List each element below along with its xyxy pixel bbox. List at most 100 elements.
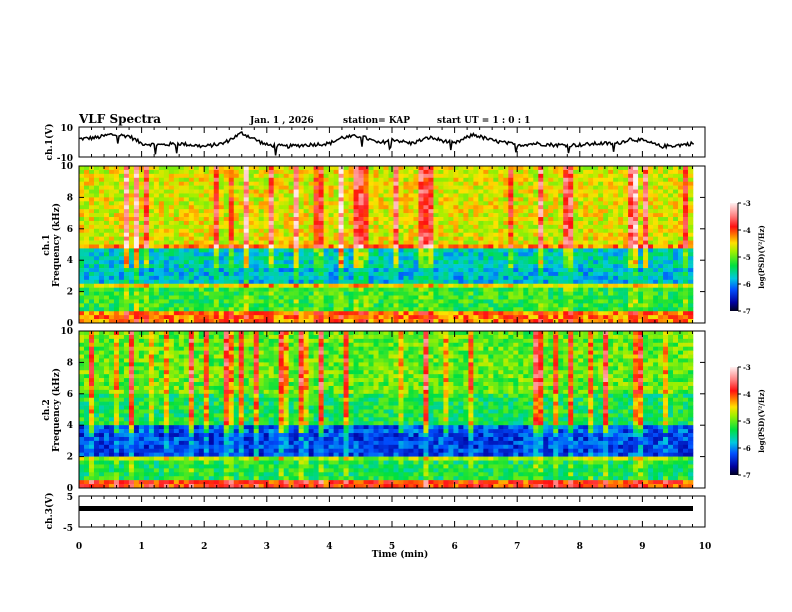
ch1-spectrogram-cell xyxy=(608,256,614,261)
ch1-spectrogram-cell xyxy=(148,209,155,214)
ch1-spectrogram-cell xyxy=(438,260,444,265)
ch1-spectrogram-cell xyxy=(533,252,539,257)
ch1-spectrogram-cell xyxy=(393,166,399,171)
ch1-spectrogram-cell xyxy=(268,166,274,171)
ch1-spectrogram-cell xyxy=(408,299,414,304)
ch1-spectrogram-cell xyxy=(683,205,689,210)
ch1-spectrogram-cell xyxy=(388,256,394,261)
ch1-spectrogram-cell xyxy=(533,193,539,198)
ch1-spectrogram-cell xyxy=(83,185,90,190)
ch1-spectrogram-cell xyxy=(148,315,155,320)
ch1-spectrogram-cell xyxy=(268,271,274,277)
ch1-spectrogram-cell xyxy=(448,224,454,230)
ch1-spectrogram-cell xyxy=(188,256,195,261)
ch1-spectrogram-cell xyxy=(383,268,389,273)
ch1-spectrogram-cell xyxy=(83,275,90,281)
ch1-spectrogram-cell xyxy=(208,177,215,182)
ch1-spectrogram-cell xyxy=(358,197,364,202)
ch1-spectrogram-cell xyxy=(558,256,564,261)
ch1-spectrogram-cell xyxy=(558,271,564,277)
ch1-spectrogram-cell xyxy=(168,244,175,249)
ch1-spectrogram-cell xyxy=(79,275,85,281)
ch1-spectrogram-cell xyxy=(423,307,429,312)
ch1-spectrogram-cell xyxy=(688,232,694,237)
ch1-spectrogram-cell xyxy=(178,319,185,324)
ch1-spectrogram-cell xyxy=(228,166,235,171)
ch1-spectrogram-cell xyxy=(233,220,240,226)
ch1-spectrogram-cell xyxy=(113,177,120,182)
ch1-spectrogram-cell xyxy=(588,260,594,265)
ch1-spectrogram-cell xyxy=(223,193,230,198)
ch1-spectrogram-cell xyxy=(488,303,494,308)
ch1-spectrogram-cell xyxy=(83,181,90,186)
ch1-spectrogram-cell xyxy=(653,275,659,281)
ch1-spectrogram-cell xyxy=(218,236,225,241)
ch1-spectrogram-cell xyxy=(473,166,479,171)
ch1-spectrogram-cell xyxy=(353,264,359,269)
ch1-spectrogram-cell xyxy=(298,173,304,179)
ch1-spectrogram-cell xyxy=(528,268,534,273)
ch1-spectrogram-cell xyxy=(568,197,574,202)
ch1-spectrogram-cell xyxy=(233,319,240,324)
ch1-spectrogram-cell xyxy=(323,173,329,179)
ch1-spectrogram-cell xyxy=(593,181,599,186)
ch1-spectrogram-cell xyxy=(533,236,539,241)
ch1-spectrogram-cell xyxy=(433,287,439,292)
ch1-spectrogram-cell xyxy=(473,248,479,253)
ch1-spectrogram-cell xyxy=(273,240,279,245)
ch1-spectrogram-cell xyxy=(343,181,349,186)
ch1-spectrogram-cell xyxy=(503,256,509,261)
ch1-spectrogram-cell xyxy=(448,205,454,210)
ch1-spectrogram-cell xyxy=(238,307,245,312)
ch1-spectrogram-cell xyxy=(688,173,694,179)
ch1-spectrogram-cell xyxy=(113,299,120,304)
ch1-spectrogram-cell xyxy=(673,311,679,316)
ch1-spectrogram-cell xyxy=(223,268,230,273)
ch1-spectrogram-cell xyxy=(213,197,220,202)
ch1-spectrogram-cell xyxy=(143,260,150,265)
ch1-spectrogram-cell xyxy=(593,220,599,226)
ch1-spectrogram-cell xyxy=(583,166,589,171)
ch1-spectrogram-cell xyxy=(483,228,489,234)
ch1-spectrogram-cell xyxy=(273,315,279,320)
ch1-spectrogram-cell xyxy=(653,166,659,171)
ch1-spectrogram-cell xyxy=(223,287,230,292)
ch1-spectrogram-cell xyxy=(228,169,235,175)
ch1-spectrogram-cell xyxy=(258,264,264,269)
ch1-spectrogram-cell xyxy=(508,177,514,182)
ch1-spectrogram-cell xyxy=(533,315,539,320)
ch1-spectrogram-cell xyxy=(328,197,334,202)
ch1-spectrogram-cell xyxy=(98,169,105,175)
ch1-spectrogram-cell xyxy=(368,205,374,210)
ch1-spectrogram-cell xyxy=(173,311,180,316)
ch1-spectrogram-cell xyxy=(633,279,639,285)
ch1-spectrogram-cell xyxy=(258,189,264,194)
ch1-spectrogram-cell xyxy=(378,307,384,312)
ch1-spectrogram-cell xyxy=(623,256,629,261)
ch1-spectrogram-cell xyxy=(93,295,100,300)
ch1-spectrogram-cell xyxy=(308,291,314,296)
ch1-spectrogram-cell xyxy=(598,181,604,186)
ch1-spectrogram-cell xyxy=(378,287,384,292)
ch1-spectrogram-cell xyxy=(523,236,529,241)
ch1-spectrogram-cell xyxy=(258,166,264,171)
ch1-spectrogram-cell xyxy=(373,279,379,285)
ch1-spectrogram-cell xyxy=(398,173,404,179)
ch1-spectrogram-cell xyxy=(668,213,674,218)
ch1-spectrogram-cell xyxy=(578,177,584,182)
ch1-spectrogram-cell xyxy=(583,232,589,237)
ch1-spectrogram-cell xyxy=(128,213,135,218)
ch1-spectrogram-cell xyxy=(523,299,529,304)
ch1-spectrogram-cell xyxy=(133,177,140,182)
ch1-spectrogram-cell xyxy=(288,264,294,269)
ch1-spectrogram-cell xyxy=(478,303,484,308)
ch1-spectrogram-cell xyxy=(548,201,554,206)
ch1-spectrogram-cell xyxy=(438,319,444,324)
ch1-spectrogram-cell xyxy=(248,201,255,206)
ch1-spectrogram-cell xyxy=(498,252,504,257)
ch1-spectrogram-cell xyxy=(638,181,644,186)
ch1-spectrogram-cell xyxy=(353,220,359,226)
ch1-waveform-line xyxy=(79,131,695,156)
ch1-spectrogram-cell xyxy=(488,217,494,222)
ch1-spectrogram-cell xyxy=(98,307,105,312)
